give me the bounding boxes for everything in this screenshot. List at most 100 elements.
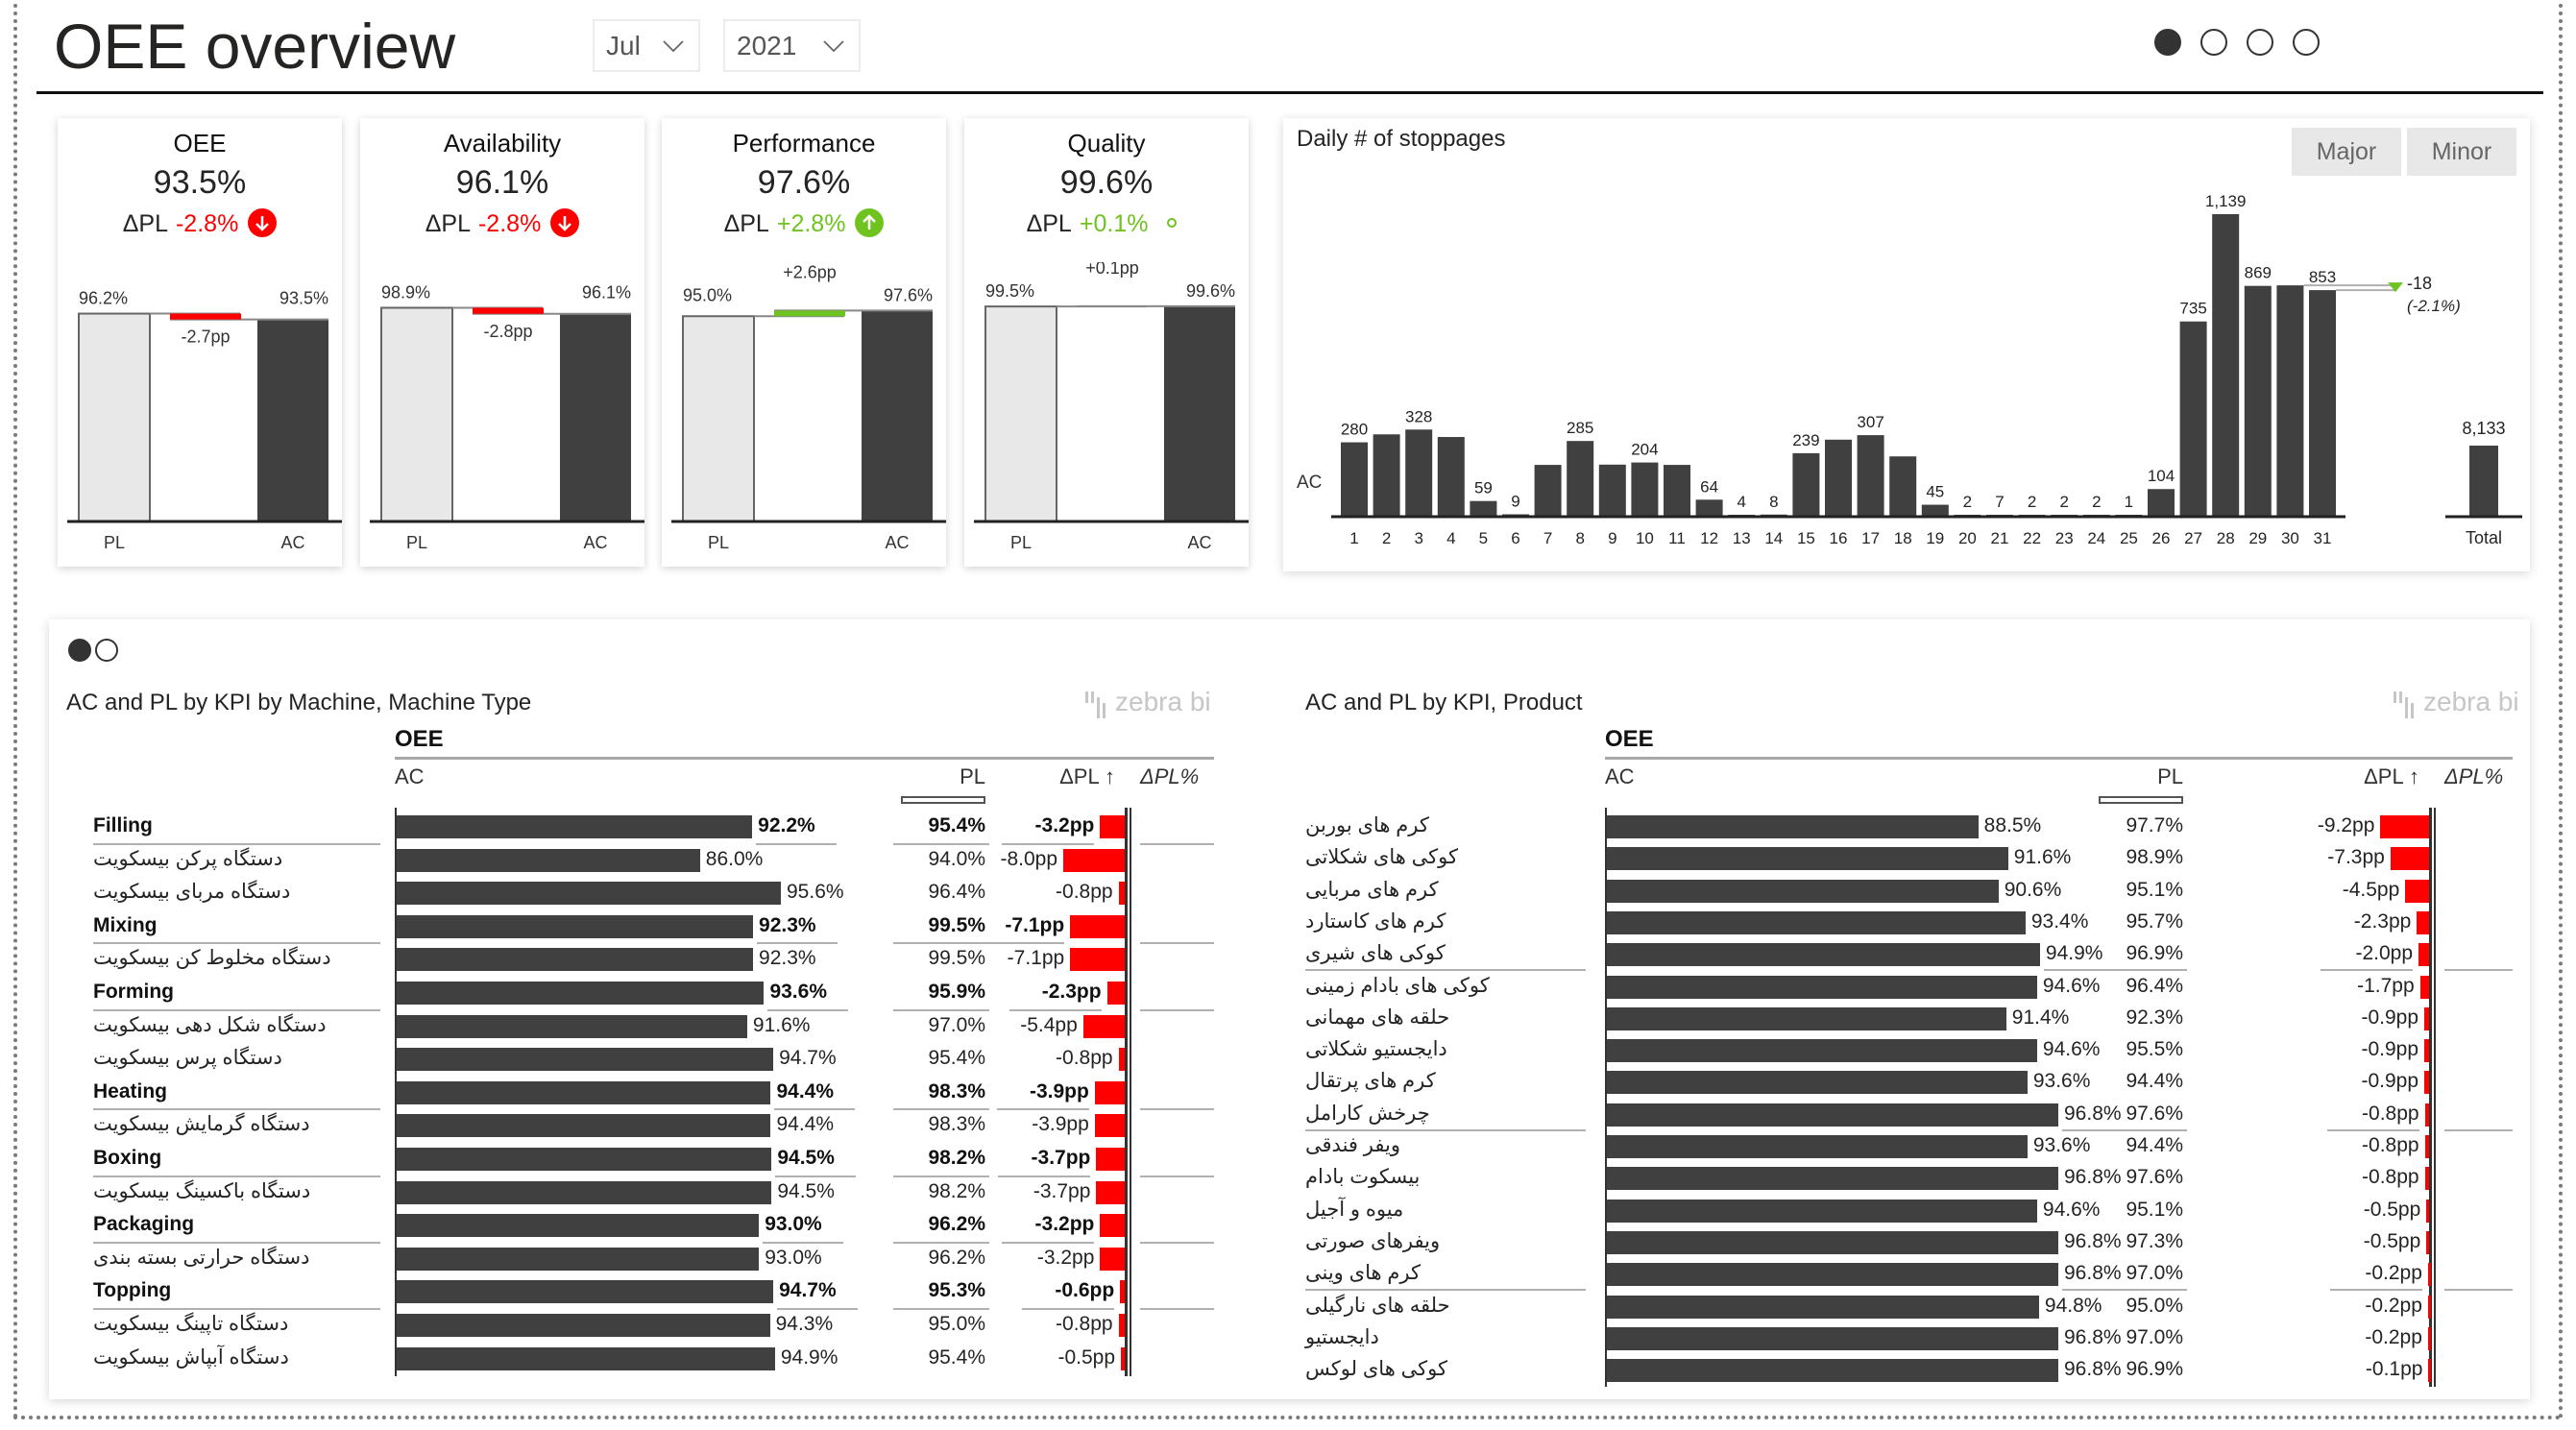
pl-value: 94.0% [928,847,985,870]
bar-label-day-28: 1,139 [2205,192,2247,210]
delta-label: ΔPL [1026,210,1072,237]
table-row[interactable]: کرم های کاستارد 93.4% 95.7% -2.3pp [1288,908,2530,939]
table-row[interactable]: Topping 94.7% 95.3% -0.6pp [49,1276,1288,1310]
delta-bar [2418,943,2429,967]
table-row[interactable]: کرم های پرتقال 93.6% 94.4% -0.9pp [1288,1067,2530,1099]
ac-value: 94.5% [777,1147,835,1169]
table-row[interactable]: دایجستیو 96.8% 97.0% -0.2pp [1288,1323,2530,1355]
row-label: ویفر فندقی [1305,1134,1400,1156]
column-header-delta-pl-pct[interactable]: ΔPL% [2444,764,2504,788]
row-separator [763,1241,844,1244]
bar-label-day-12: 64 [1700,477,1718,496]
table-row[interactable]: Packaging 93.0% 96.2% -3.2pp [49,1210,1288,1244]
column-header-pl[interactable]: PL [2157,764,2183,788]
ac-value: 93.4% [2030,909,2089,933]
x-tick-label: 30 [2281,529,2299,547]
pl-value: 99.5% [928,947,985,970]
table-row[interactable]: کوکی های لوکس 96.8% 96.9% -0.1pp [1288,1355,2530,1387]
table-row[interactable]: دستگاه شکل دهی بیسکویت 91.6% 97.0% -5.4pp [49,1011,1288,1045]
kpi-card-availability: Availability 96.1% ΔPL -2.8% 98.9% 96.1% -2.8p… [360,118,644,567]
row-separator [893,1108,989,1111]
table-row[interactable]: چرخش کارامل 96.8% 97.6% -0.8pp [1288,1100,2530,1131]
bar-day-8 [1567,441,1594,517]
column-header-pl[interactable]: PL [960,764,985,788]
header-divider [36,91,2543,94]
table-row[interactable]: میوه و آجیل 94.6% 95.1% -0.5pp [1288,1196,2530,1227]
column-header-ac[interactable]: AC [1605,764,1635,788]
ac-value-label: 96.1% [582,282,631,302]
row-label: میوه و آجیل [1305,1198,1404,1221]
row-label: دستگاه پرس بیسکویت [93,1047,282,1070]
delta-value: -3.9pp [1032,1113,1089,1136]
delta-bar [2426,1230,2430,1254]
row-label: حلقه های نارگیلی [1305,1294,1450,1317]
month-dropdown[interactable]: Jul [593,19,700,72]
year-dropdown[interactable]: 2021 [723,19,861,72]
column-header-delta-pl-pct[interactable]: ΔPL% [1140,764,1200,788]
x-tick-label: 5 [1479,529,1488,547]
bar-label-day-26: 104 [2148,467,2175,485]
table-row[interactable]: Forming 93.6% 95.9% -2.3pp [49,978,1288,1011]
page-dot-4[interactable] [2293,29,2320,56]
column-header-delta-pl[interactable]: ΔPL ↑ [1059,764,1115,788]
page-dot-1[interactable] [2154,29,2181,56]
visual-dot-2[interactable] [95,639,118,662]
delta-bar [1082,1014,1125,1038]
table-row[interactable]: Boxing 94.5% 98.2% -3.7pp [49,1144,1288,1177]
row-label: دستگاه تاپینگ بیسکویت [93,1313,289,1335]
table-row[interactable]: دستگاه آبپاش بیسکویت 94.9% 95.4% -0.5pp [49,1344,1288,1377]
table-row[interactable]: کرم های مربایی 90.6% 95.1% -4.5pp [1288,876,2530,908]
table-row[interactable]: دستگاه حرارتی بسته بندی 93.0% 96.2% -3.2pp [49,1244,1288,1277]
column-header-delta-pl[interactable]: ΔPL ↑ [2364,764,2419,788]
row-label: کوکی های شیری [1305,942,1446,965]
kpi-header-line [1605,757,2513,760]
table-row[interactable]: کوکی های شیری 94.9% 96.9% -2.0pp [1288,939,2530,972]
delta-bar [2424,1006,2429,1030]
page-dot-2[interactable] [2200,29,2227,56]
ac-value: 91.4% [2011,1006,2070,1029]
table-row[interactable]: Filling 92.2% 95.4% -3.2pp [49,812,1288,845]
table-row[interactable]: دستگاه مخلوط کن بیسکویت 92.3% 99.5% -7.1pp [49,944,1288,978]
x-tick-label: 16 [1830,529,1848,547]
ac-value: 96.8% [2064,1358,2122,1381]
table-row[interactable]: Mixing 92.3% 99.5% -7.1pp [49,911,1288,945]
table-row[interactable]: دستگاه باکسینگ بیسکویت 94.5% 98.2% -3.7pp [49,1177,1288,1211]
visual-dot-1[interactable] [68,639,91,662]
x-tick-label: 2 [1382,529,1391,547]
table-row[interactable]: دستگاه گرمایش بیسکویت 94.4% 98.3% -3.9pp [49,1110,1288,1144]
table-row[interactable]: ویفر فندقی 93.6% 94.4% -0.8pp [1288,1131,2530,1163]
table-row[interactable]: کوکی های شکلاتی 91.6% 98.9% -7.3pp [1288,843,2530,875]
table-row[interactable]: دستگاه تاپینگ بیسکویت 94.3% 95.0% -0.8pp [49,1310,1288,1344]
table-row[interactable]: دستگاه مربای بیسکویت 95.6% 96.4% -0.8pp [49,878,1288,911]
table-row[interactable]: کوکی های بادام زمینی 94.6% 96.4% -1.7pp [1288,972,2530,1004]
minor-button[interactable]: Minor [2407,128,2516,176]
table-row[interactable]: بیسکوت بادام 96.8% 97.6% -0.8pp [1288,1163,2530,1195]
table-row[interactable]: دایجستیو شکلاتی 94.6% 95.5% -0.9pp [1288,1035,2530,1067]
table-row[interactable]: حلقه های نارگیلی 94.8% 95.0% -0.2pp [1288,1292,2530,1323]
table-row[interactable]: دستگاه پرس بیسکویت 94.7% 95.4% -0.8pp [49,1044,1288,1078]
pl-bar [682,315,755,522]
ac-value: 94.7% [779,1279,837,1302]
table-row[interactable]: دستگاه پرکن بیسکویت 86.0% 94.0% -8.0pp [49,845,1288,879]
x-tick-label: 10 [1636,529,1654,547]
variance-bar [170,313,241,320]
zebra-bars-icon [1085,691,1106,718]
major-button[interactable]: Major [2292,128,2401,176]
table-row[interactable]: Heating 94.4% 98.3% -3.9pp [49,1078,1288,1111]
column-header-ac[interactable]: AC [395,764,425,788]
delta-value: -2.3pp [1041,981,1102,1003]
variance-label: +2.6pp [783,262,837,281]
row-separator [1140,942,1214,945]
ac-bar [257,319,328,521]
bar-day-7 [1534,465,1562,517]
ac-axis-label: AC [280,533,304,552]
x-tick-label: 25 [2120,529,2138,547]
table-row[interactable]: ویفرهای صورتی 96.8% 97.3% -0.5pp [1288,1227,2530,1259]
page-dot-3[interactable] [2247,29,2273,56]
table-row[interactable]: کرم های بوربن 88.5% 97.7% -9.2pp [1288,812,2530,843]
delta-bar [2390,847,2429,871]
zebra-bi-logo: zebra bi [2393,687,2519,718]
delta-bar [1121,1346,1125,1370]
table-row[interactable]: حلقه های مهمانی 91.4% 92.3% -0.9pp [1288,1004,2530,1035]
table-row[interactable]: کرم های وینی 96.8% 97.0% -0.2pp [1288,1259,2530,1292]
